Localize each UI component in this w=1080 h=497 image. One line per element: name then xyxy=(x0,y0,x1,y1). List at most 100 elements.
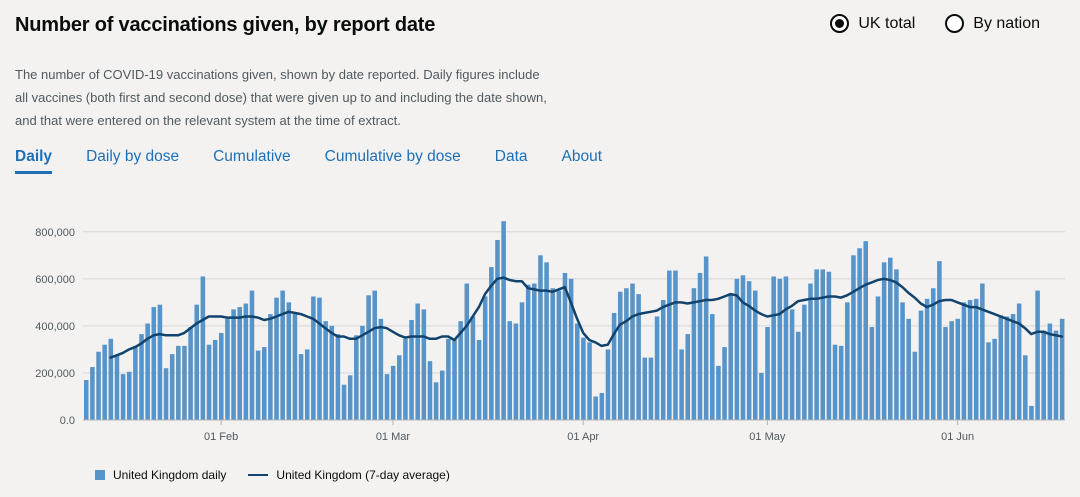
legend-item-average[interactable]: United Kingdom (7-day average) xyxy=(248,468,450,482)
bar xyxy=(845,302,850,420)
bar xyxy=(261,347,267,420)
bar xyxy=(464,283,470,420)
bar xyxy=(274,297,279,420)
bar xyxy=(943,327,948,420)
bar xyxy=(783,276,789,420)
bar xyxy=(489,267,494,420)
bar xyxy=(286,302,292,420)
tab-daily-by-dose[interactable]: Daily by dose xyxy=(86,148,180,165)
bar xyxy=(832,344,838,420)
bar xyxy=(550,288,555,420)
bar xyxy=(390,365,396,420)
bar xyxy=(311,296,316,420)
bar xyxy=(446,338,451,420)
bar xyxy=(427,361,433,420)
bar xyxy=(881,262,887,420)
bar xyxy=(961,302,967,420)
bar xyxy=(84,380,89,420)
bar xyxy=(599,392,605,420)
bar xyxy=(998,315,1004,420)
bar xyxy=(955,318,961,420)
bar xyxy=(1059,318,1065,420)
bar xyxy=(108,338,114,420)
bar xyxy=(151,307,157,420)
y-tick-label: 0.0 xyxy=(60,415,75,427)
tab-cumulative-by-dose[interactable]: Cumulative by dose xyxy=(324,148,461,165)
bar xyxy=(924,298,930,420)
bar xyxy=(280,290,285,420)
bar xyxy=(716,365,721,420)
bar xyxy=(636,294,641,420)
bar xyxy=(587,342,592,420)
bar xyxy=(814,269,819,420)
bar xyxy=(544,262,549,420)
bar xyxy=(992,338,997,420)
radio-uk-total[interactable]: UK total xyxy=(830,14,915,33)
bar xyxy=(765,327,770,420)
tab-about[interactable]: About xyxy=(561,148,603,165)
bar xyxy=(255,350,261,420)
radio-by-nation[interactable]: By nation xyxy=(945,14,1040,33)
bar xyxy=(126,371,132,420)
bar xyxy=(532,283,537,420)
bar xyxy=(949,321,954,420)
tab-daily[interactable]: Daily xyxy=(15,148,53,174)
bar xyxy=(630,283,635,420)
bar xyxy=(980,283,985,420)
vaccinations-chart: 0.0 200,000 400,000 600,000 800,000 01 Feb 01 … xyxy=(35,221,1065,443)
bar xyxy=(660,300,666,420)
tab-data[interactable]: Data xyxy=(494,148,528,165)
bar xyxy=(624,288,629,420)
bar xyxy=(188,327,193,420)
bar xyxy=(593,396,598,420)
bar xyxy=(519,302,525,420)
bar xyxy=(937,261,942,420)
bar xyxy=(525,284,531,420)
bar xyxy=(403,338,408,420)
bar xyxy=(243,303,249,420)
bar xyxy=(329,325,335,420)
bar xyxy=(1004,316,1010,420)
y-tick-label: 200,000 xyxy=(35,368,75,380)
bar xyxy=(366,295,371,420)
tab-cumulative[interactable]: Cumulative xyxy=(213,148,291,165)
bar xyxy=(182,345,187,420)
bar xyxy=(102,344,107,420)
bar xyxy=(335,334,341,420)
bar xyxy=(1023,355,1028,420)
legend-line-swatch xyxy=(248,474,269,476)
bar xyxy=(986,342,991,420)
bar xyxy=(820,269,826,420)
bar xyxy=(249,290,255,420)
legend-item-daily[interactable]: United Kingdom daily xyxy=(95,468,226,482)
bar xyxy=(617,291,623,420)
bar xyxy=(1053,330,1059,420)
bar xyxy=(710,314,715,420)
bar xyxy=(654,316,660,420)
average-line xyxy=(109,276,1064,359)
bar xyxy=(157,304,163,420)
bar xyxy=(317,297,322,420)
bar xyxy=(133,345,138,420)
bar xyxy=(973,298,979,420)
bar xyxy=(568,278,574,420)
bar xyxy=(679,349,684,420)
bar xyxy=(875,296,881,420)
bar xyxy=(1016,303,1022,420)
bar xyxy=(470,316,476,420)
bar xyxy=(298,354,304,420)
bar xyxy=(869,327,875,420)
tab-bar: Daily Daily by dose Cumulative Cumulativ… xyxy=(15,148,602,174)
bar xyxy=(728,295,733,420)
bar xyxy=(777,278,783,420)
bar xyxy=(771,276,776,420)
bar xyxy=(1047,323,1053,420)
bar xyxy=(538,255,543,420)
bar xyxy=(863,241,868,420)
bar xyxy=(918,310,924,420)
bar xyxy=(384,374,390,420)
bar xyxy=(268,314,273,420)
bar xyxy=(397,355,402,420)
bar xyxy=(169,354,175,420)
bar xyxy=(697,272,703,420)
